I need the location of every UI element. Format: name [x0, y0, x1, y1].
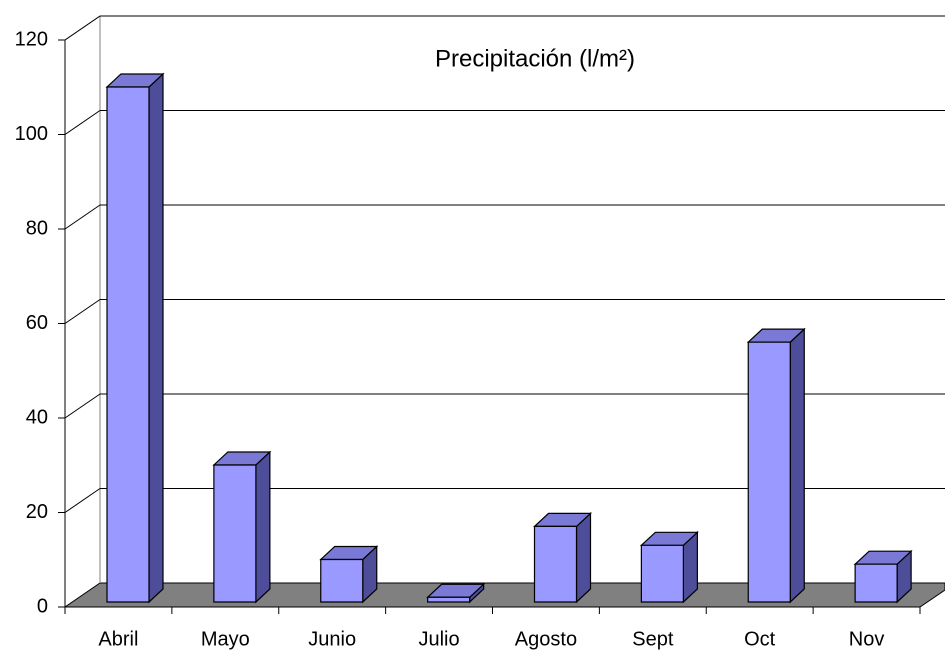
bar: [212, 450, 272, 604]
bar-front: [106, 86, 150, 603]
y-tick-label: 120: [15, 28, 48, 50]
bar-front: [320, 558, 364, 603]
y-tick-label: 20: [26, 501, 48, 523]
bar: [319, 545, 379, 604]
bar-front: [854, 563, 898, 603]
bar: [746, 327, 806, 604]
y-tick-label: 60: [26, 312, 48, 334]
bar: [639, 530, 699, 604]
y-tick-label: 100: [15, 123, 48, 145]
x-tick-label: Mayo: [201, 628, 250, 650]
bar-side: [789, 327, 805, 604]
bar-side: [575, 512, 592, 604]
bar-front: [533, 525, 578, 603]
bar-side: [255, 450, 271, 604]
bar-front: [747, 341, 791, 603]
x-tick-label: Oct: [744, 628, 776, 650]
x-tick-label: Agosto: [515, 628, 577, 650]
y-tick-label: 40: [26, 406, 48, 428]
floor: [63, 582, 945, 608]
x-tick-label: Abril: [98, 628, 138, 650]
bar-front: [427, 596, 471, 603]
y-tick-label: 0: [37, 595, 48, 617]
grid-line: [64, 488, 101, 513]
y-tick-label: 80: [26, 217, 48, 239]
bar-front: [213, 464, 257, 603]
grid-line: [64, 393, 101, 419]
x-tick-label: Julio: [418, 628, 459, 650]
grid-line: [64, 204, 101, 230]
grid-line: [64, 299, 101, 324]
x-tick-label: Sept: [632, 628, 674, 650]
chart-title: Precipitación (l/m²): [435, 45, 635, 72]
bar-front: [640, 544, 684, 603]
grid-line: [64, 110, 101, 135]
x-tick-label: Junio: [308, 628, 356, 650]
bar: [532, 512, 593, 604]
bar-side: [148, 72, 164, 604]
bar: [426, 582, 486, 604]
grid-line: [64, 15, 101, 41]
bar: [853, 549, 913, 604]
bar: [105, 72, 165, 604]
x-tick-label: Nov: [849, 628, 885, 650]
